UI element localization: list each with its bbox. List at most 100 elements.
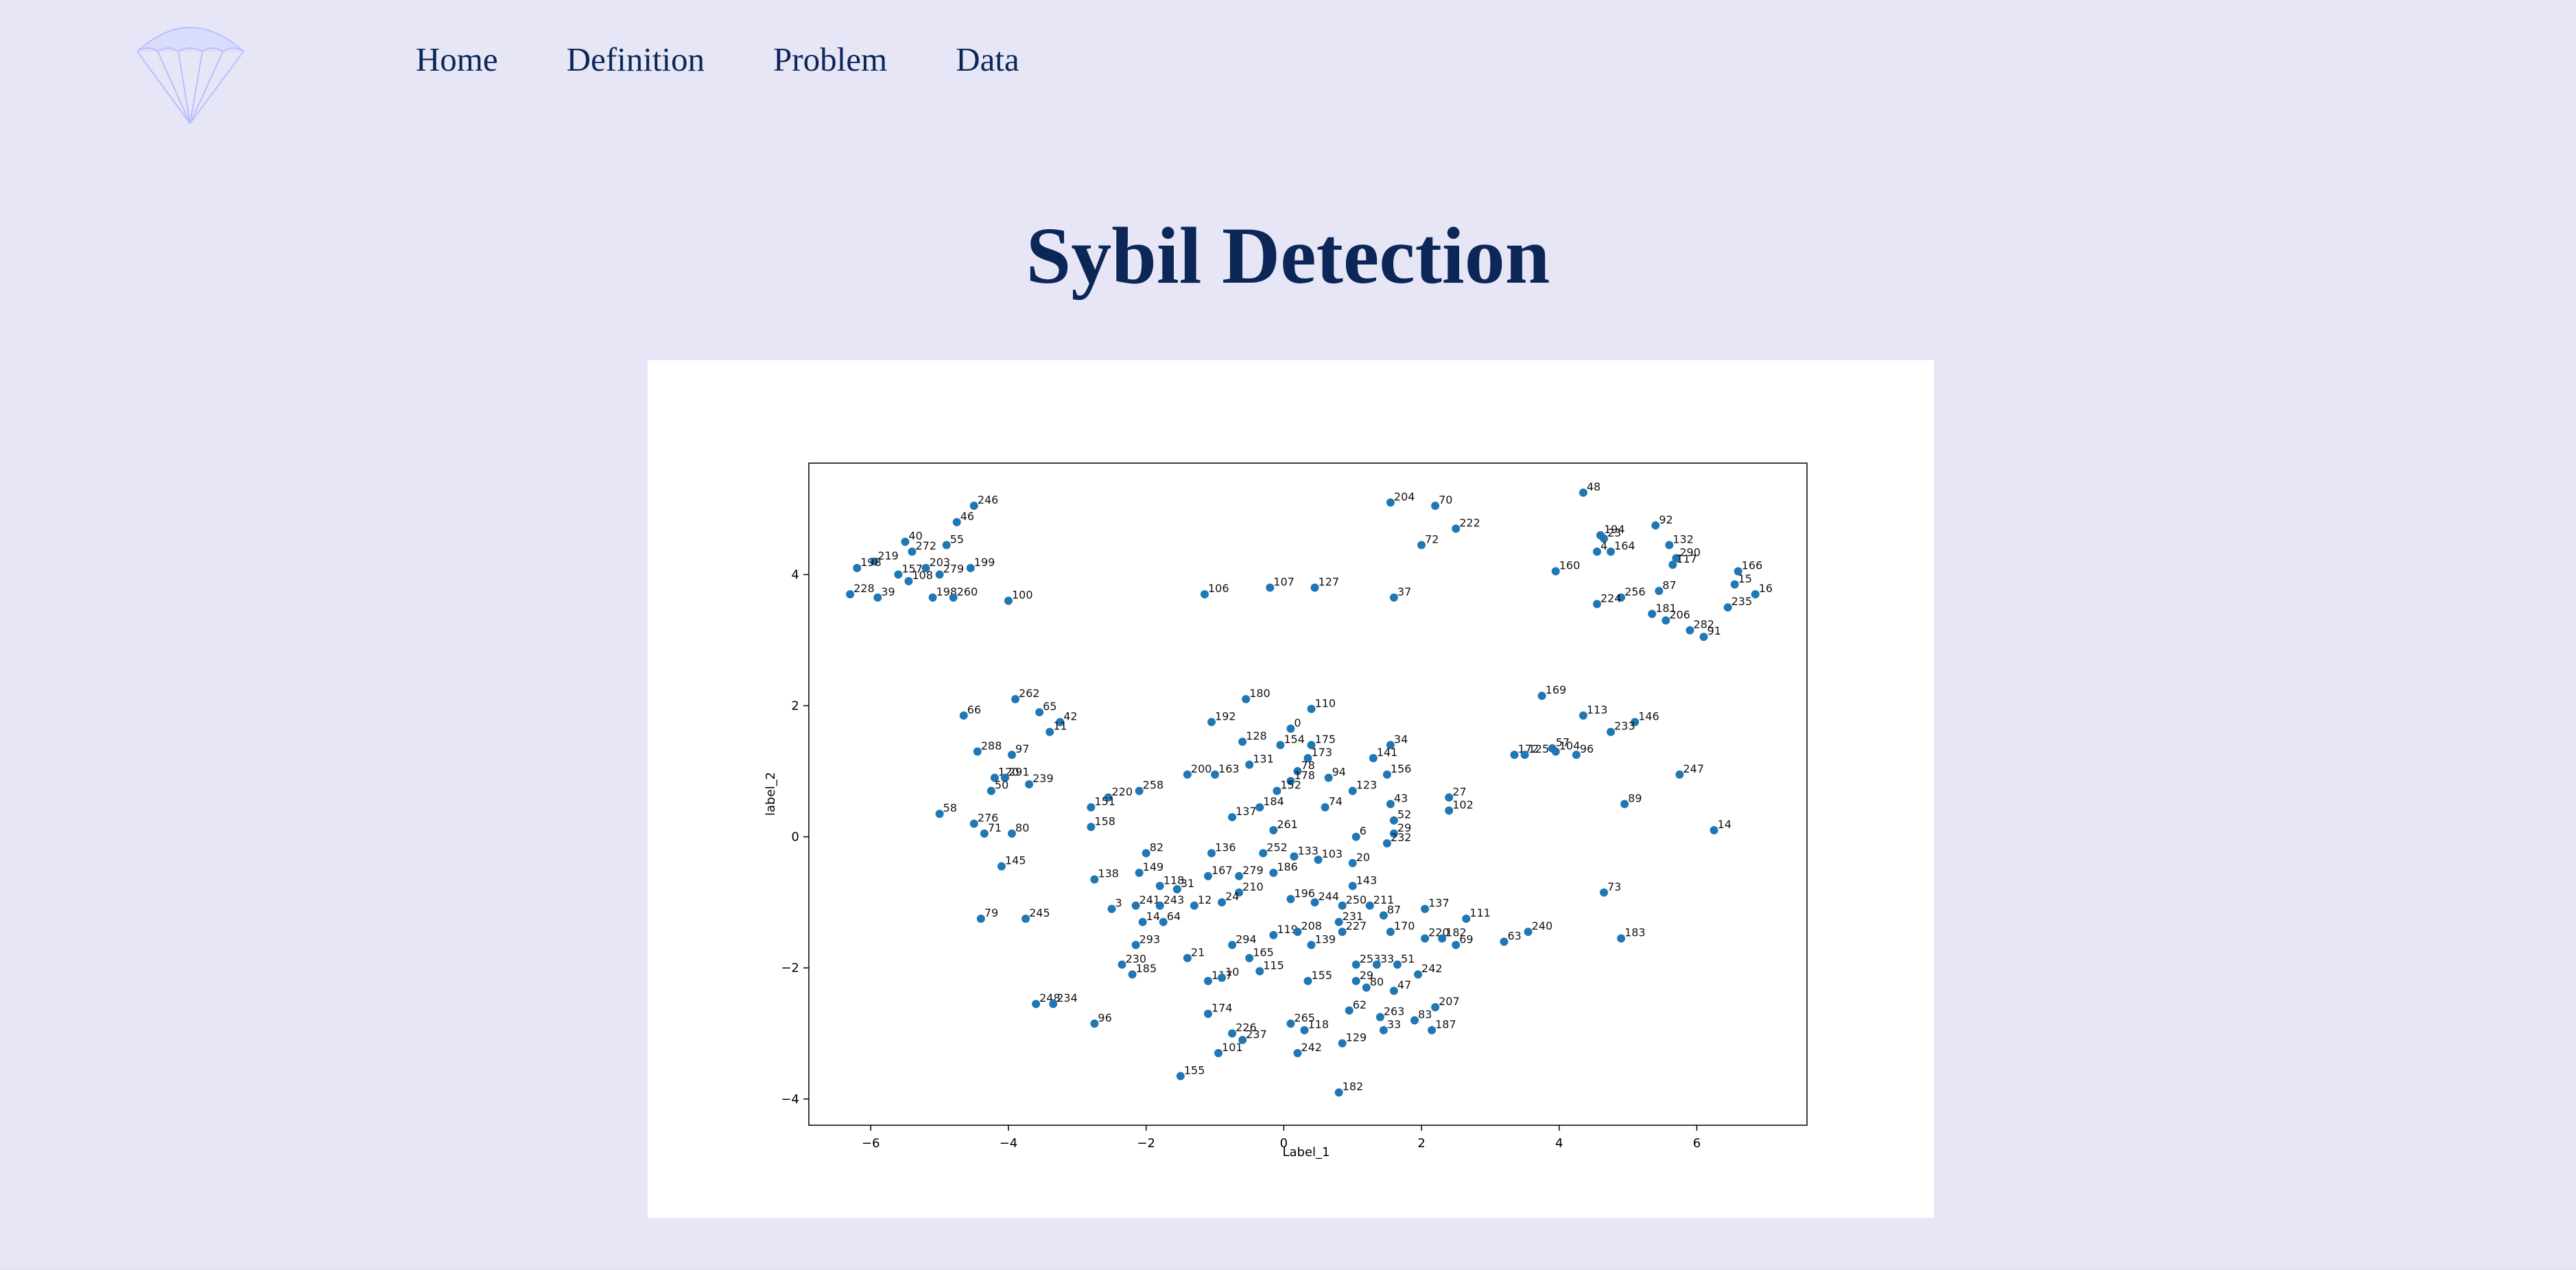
data-point-label: 118 <box>1308 1018 1329 1031</box>
nav-data-link[interactable]: Data <box>956 40 1019 78</box>
data-point-marker <box>1314 856 1323 865</box>
data-point-label: 227 <box>1346 919 1367 932</box>
data-point-label: 230 <box>1126 952 1147 965</box>
parachute-icon[interactable] <box>130 21 250 127</box>
data-point-marker <box>1389 816 1398 825</box>
data-point-label: 118 <box>1163 873 1185 886</box>
data-point-marker <box>1338 928 1347 937</box>
data-point-marker <box>1428 1026 1437 1035</box>
data-point-marker <box>1293 1048 1302 1057</box>
y-tick-label: 2 <box>792 699 799 714</box>
data-point-marker <box>1734 567 1742 576</box>
data-point-label: 78 <box>1301 759 1314 772</box>
data-point-marker <box>1351 832 1360 841</box>
data-point-label: 108 <box>912 569 934 582</box>
data-point-marker <box>870 557 879 566</box>
data-point-marker <box>1338 1039 1347 1048</box>
y-tick-label: −4 <box>781 1092 799 1107</box>
data-point-label: 279 <box>943 562 965 575</box>
data-point-marker <box>1035 708 1044 717</box>
data-point-marker <box>1238 738 1247 746</box>
data-point-marker <box>1131 941 1140 950</box>
data-point-label: 119 <box>1277 923 1298 936</box>
data-point-marker <box>1273 786 1281 795</box>
data-point-label: 157 <box>901 562 923 575</box>
data-point-marker <box>1204 871 1212 880</box>
data-point-label: 232 <box>1391 831 1412 844</box>
data-point-marker <box>1500 937 1509 946</box>
data-point-label: 111 <box>1469 906 1491 919</box>
data-point-marker <box>1049 1000 1058 1009</box>
data-point-label: 203 <box>930 556 951 569</box>
data-point-label: 170 <box>1394 919 1415 932</box>
data-point-marker <box>1286 724 1295 733</box>
data-point-label: 210 <box>1242 880 1264 893</box>
data-point-label: 128 <box>1246 729 1267 742</box>
data-point-label: 258 <box>1143 779 1164 792</box>
data-point-marker <box>1045 727 1054 736</box>
data-point-marker <box>1723 603 1732 612</box>
data-point-label: 139 <box>1315 932 1336 945</box>
data-point-label: 71 <box>988 821 1002 834</box>
data-point-marker <box>1379 911 1388 920</box>
data-point-label: 20 <box>1356 851 1370 864</box>
data-point-label: 192 <box>1215 709 1236 722</box>
data-point-label: 40 <box>908 530 922 543</box>
data-point-marker <box>1000 773 1009 782</box>
data-point-label: 211 <box>1373 893 1395 906</box>
data-point-marker <box>1172 885 1181 894</box>
nav-home-link[interactable]: Home <box>416 40 498 78</box>
data-point-label: 80 <box>1370 975 1384 988</box>
data-point-marker <box>980 829 989 838</box>
data-point-label: 94 <box>1332 766 1346 779</box>
data-point-marker <box>1730 580 1739 589</box>
data-point-label: 198 <box>860 556 882 569</box>
data-point-label: 33 <box>1387 1018 1401 1031</box>
data-point-label: 23 <box>1607 526 1621 539</box>
data-point-label: 165 <box>1253 945 1274 959</box>
data-point-label: 14 <box>1146 910 1160 923</box>
data-point-marker <box>1537 692 1546 701</box>
data-point-marker <box>1389 829 1398 838</box>
data-point-label: 87 <box>1662 578 1676 591</box>
data-point-label: 279 <box>1242 864 1264 877</box>
data-point-label: 46 <box>960 510 974 523</box>
data-point-label: 182 <box>1343 1080 1364 1093</box>
data-point-label: 186 <box>1277 860 1298 873</box>
data-point-marker <box>1255 967 1264 976</box>
data-point-label: 146 <box>1638 709 1659 722</box>
plot-frame <box>808 462 1808 1126</box>
data-point-label: 245 <box>1029 906 1050 919</box>
data-point-label: 247 <box>1683 762 1704 775</box>
data-point-label: 132 <box>1673 532 1694 545</box>
data-point-label: 37 <box>1397 585 1411 598</box>
x-tick-label: 0 <box>1280 1136 1288 1151</box>
data-point-marker <box>976 915 985 924</box>
data-point-marker <box>1321 803 1330 812</box>
data-point-marker <box>1362 983 1371 992</box>
data-point-label: 173 <box>1312 746 1333 759</box>
data-point-marker <box>1393 960 1402 969</box>
data-point-marker <box>1665 541 1674 550</box>
data-point-marker <box>1599 888 1608 897</box>
data-point-label: 208 <box>1301 919 1322 932</box>
data-point-marker <box>1293 767 1302 776</box>
data-point-marker <box>1431 1003 1440 1012</box>
data-point-label: 224 <box>1600 591 1622 604</box>
data-point-label: 246 <box>978 493 999 506</box>
data-point-label: 290 <box>1679 546 1701 559</box>
data-point-label: 91 <box>1707 624 1721 637</box>
data-point-label: 145 <box>1005 854 1026 867</box>
nav-problem-link[interactable]: Problem <box>773 40 888 78</box>
data-point-label: 242 <box>1421 962 1443 975</box>
data-point-marker <box>1155 882 1164 891</box>
data-point-marker <box>1655 587 1664 596</box>
data-point-marker <box>1579 488 1587 497</box>
data-point-marker <box>1631 718 1640 727</box>
data-point-label: 276 <box>978 811 999 824</box>
data-point-marker <box>1214 1048 1223 1057</box>
data-point-label: 50 <box>995 779 1008 792</box>
data-point-marker <box>1218 898 1227 907</box>
nav-definition-link[interactable]: Definition <box>566 40 705 78</box>
